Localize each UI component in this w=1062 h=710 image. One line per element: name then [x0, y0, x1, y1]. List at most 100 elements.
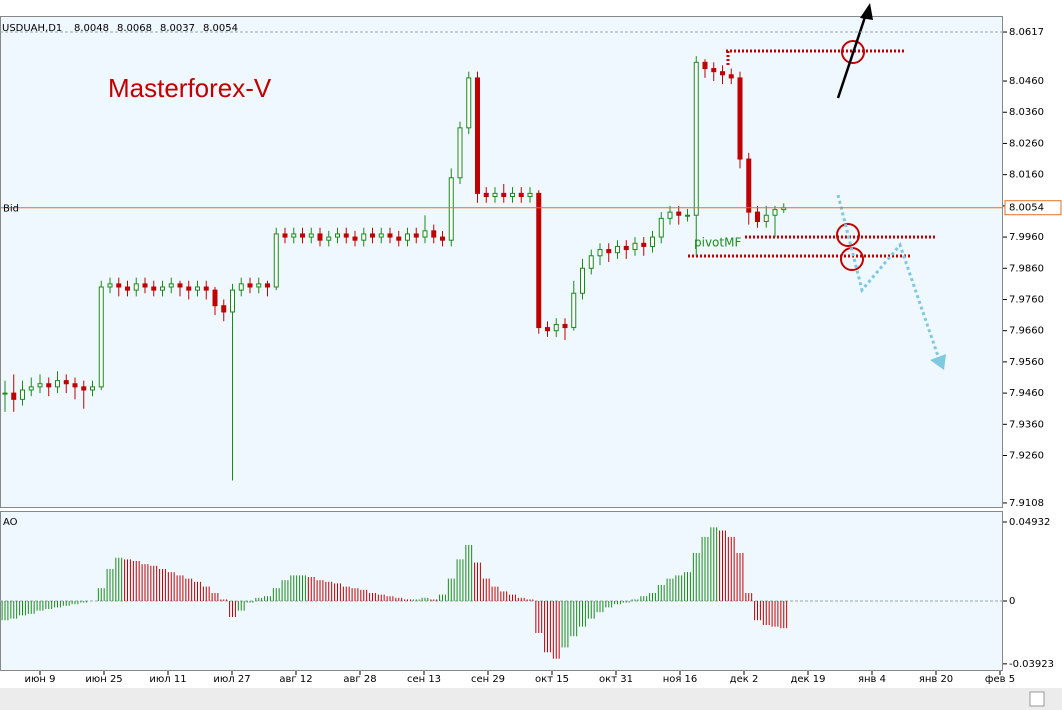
candle-body: [343, 233, 349, 238]
candle-body: [326, 236, 332, 241]
y-tick-label: 7.9960: [1009, 232, 1044, 243]
x-tick-label: янв 20: [919, 674, 953, 685]
candle-body: [413, 233, 419, 238]
x-tick-label: сен 13: [407, 674, 441, 685]
header-value: 8.0068: [117, 23, 152, 34]
candle-body: [545, 327, 550, 332]
candle-body: [230, 289, 235, 313]
header-value: 8.0048: [74, 23, 109, 34]
y-tick-label: 8.0360: [1009, 107, 1044, 118]
candle-body: [378, 233, 384, 238]
candle-body: [475, 77, 480, 194]
symbol: USDUAH,D1: [2, 23, 62, 34]
candle-body: [702, 61, 708, 70]
candle-body: [11, 392, 17, 400]
candle-body: [658, 217, 664, 238]
x-tick-label: фев 5: [985, 674, 1015, 685]
candle-body: [203, 286, 209, 291]
candle-body: [772, 209, 778, 216]
candle-body: [55, 380, 60, 388]
candle-body: [650, 236, 655, 247]
ao-panel: [0, 511, 1003, 671]
candle-body: [492, 192, 498, 197]
candle-body: [72, 383, 78, 388]
annotation: pivotMF: [694, 236, 741, 250]
x-tick-label: авг 28: [343, 674, 376, 685]
candle-body: [527, 192, 533, 197]
candle-body: [676, 211, 682, 216]
candle-body: [81, 386, 87, 391]
candle-body: [37, 383, 43, 388]
y-tick-label: 7.9108: [1009, 498, 1044, 509]
candle-body: [580, 267, 585, 294]
candle-body: [317, 233, 323, 241]
candle-body: [536, 192, 542, 329]
candle-body: [352, 236, 358, 241]
candle-body: [160, 286, 165, 291]
candle-body: [457, 127, 463, 179]
candle-body: [46, 383, 52, 388]
candle-body: [387, 233, 393, 238]
bid-price-box: [1004, 200, 1062, 216]
candle-body: [2, 392, 8, 395]
candle-body: [553, 323, 559, 332]
y-tick-label: 7.9360: [1009, 419, 1044, 430]
candle-body: [588, 255, 594, 269]
candle-body: [186, 286, 192, 291]
candle-body: [615, 245, 620, 254]
candle-body: [28, 386, 34, 391]
candle-body: [221, 305, 227, 313]
x-tick-label: дек 19: [790, 674, 825, 685]
candle-body: [308, 233, 314, 238]
candle-body: [195, 286, 200, 291]
candle-body: [720, 71, 725, 76]
y-tick-label: 7.9460: [1009, 388, 1044, 399]
scrollbar[interactable]: [0, 688, 1062, 710]
arrow-head: [860, 3, 873, 20]
candle-body: [335, 233, 340, 238]
x-tick-label: июн 25: [85, 674, 122, 685]
candle-body: [98, 286, 104, 388]
candle-body: [763, 214, 769, 222]
y-tick-label: 0.04932: [1009, 517, 1050, 528]
indicator-name: AO: [3, 517, 18, 528]
candle-body: [168, 283, 174, 288]
candle-body: [265, 283, 270, 288]
candle-body: [300, 233, 305, 238]
candle-body: [746, 158, 752, 213]
candle-body: [107, 283, 113, 288]
candle-body: [737, 77, 743, 160]
candle-body: [133, 283, 139, 291]
candle-body: [597, 249, 603, 257]
bid-label: Bid: [3, 204, 19, 215]
x-tick-label: сен 29: [471, 674, 505, 685]
forecast-path: [836, 194, 942, 363]
x-tick-label: июн 9: [25, 674, 56, 685]
x-tick-label: окт 31: [599, 674, 633, 685]
candle-body: [510, 192, 515, 197]
candle-body: [361, 233, 367, 241]
candle-body: [693, 61, 699, 216]
header-value: 8.0037: [160, 23, 195, 34]
candle-body: [273, 233, 279, 288]
candle-body: [125, 286, 130, 291]
bid-price: 8.0054: [1009, 203, 1044, 214]
x-tick-label: окт 15: [535, 674, 569, 685]
candle-body: [641, 242, 647, 247]
candle-body: [396, 236, 402, 241]
candle-body: [422, 230, 428, 238]
y-tick-label: 7.9860: [1009, 263, 1044, 274]
y-tick-label: 8.0617: [1009, 27, 1044, 38]
candle-body: [238, 283, 244, 291]
candle-body: [562, 323, 568, 329]
y-tick-label: 8.0460: [1009, 76, 1044, 87]
chart-title: Masterforex-V: [108, 73, 272, 103]
price-panel: [0, 16, 1003, 508]
y-tick-label: 7.9560: [1009, 357, 1044, 368]
candle-body: [405, 233, 410, 241]
arrow: [836, 13, 868, 99]
candle-body: [755, 211, 760, 222]
candle-body: [212, 289, 218, 307]
scroll-thumb[interactable]: [1029, 691, 1045, 707]
